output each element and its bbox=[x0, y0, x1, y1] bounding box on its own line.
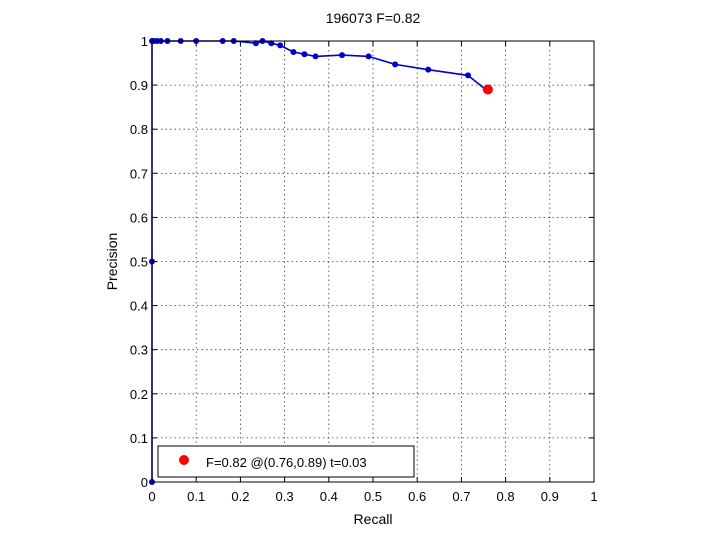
plot-frame bbox=[151, 40, 595, 483]
y-tick-label: 0.2 bbox=[130, 387, 148, 402]
y-tick-label: 0.5 bbox=[130, 255, 148, 270]
data-point bbox=[252, 40, 259, 47]
x-tick-label: 1 bbox=[590, 489, 597, 504]
data-point bbox=[465, 72, 472, 79]
x-tick-label: 0.5 bbox=[364, 489, 382, 504]
axis-ticks: 0 0.1 0.2 0.3 0.4 0.5 0.6 0.7 0.8 0.9 1 0 0.1 0.2 0.3 0… bbox=[130, 34, 598, 504]
x-axis-title: Recall bbox=[354, 511, 393, 527]
data-point bbox=[365, 53, 372, 60]
data-point bbox=[301, 51, 308, 58]
data-point bbox=[392, 61, 399, 68]
chart-title: 196073 F=0.82 bbox=[326, 10, 421, 26]
x-tick-label: 0 bbox=[148, 489, 155, 504]
x-tick-label: 0.8 bbox=[497, 489, 515, 504]
x-tick-label: 0.4 bbox=[320, 489, 338, 504]
y-tick-label: 0.4 bbox=[130, 299, 148, 314]
y-tick-label: 0.7 bbox=[130, 166, 148, 181]
legend-box bbox=[157, 445, 415, 478]
y-tick-label: 0.3 bbox=[130, 343, 148, 358]
y-tick-label: 0.9 bbox=[130, 78, 148, 93]
y-tick-label: 0.6 bbox=[130, 210, 148, 225]
best-f-point bbox=[482, 84, 493, 95]
y-tick-label: 0 bbox=[141, 475, 148, 490]
x-tick-label: 0.7 bbox=[452, 489, 470, 504]
data-point bbox=[290, 49, 297, 56]
x-tick-label: 0.6 bbox=[408, 489, 426, 504]
x-tick-label: 0.2 bbox=[231, 489, 249, 504]
x-tick-label: 0.3 bbox=[276, 489, 294, 504]
data-point bbox=[339, 52, 346, 59]
data-point bbox=[277, 42, 284, 49]
data-point bbox=[268, 40, 275, 47]
data-point bbox=[312, 53, 319, 60]
legend: F=0.82 @(0.76,0.89) t=0.03 bbox=[157, 445, 415, 478]
x-tick-label: 0.1 bbox=[187, 489, 205, 504]
y-tick-label: 0.8 bbox=[130, 122, 148, 137]
y-tick-label: 1 bbox=[141, 34, 148, 49]
data-point bbox=[425, 66, 432, 73]
y-tick-label: 0.1 bbox=[130, 431, 148, 446]
x-tick-label: 0.9 bbox=[541, 489, 559, 504]
y-axis-title: Precision bbox=[104, 233, 120, 291]
grid bbox=[152, 41, 594, 482]
legend-label: F=0.82 @(0.76,0.89) t=0.03 bbox=[206, 455, 367, 470]
legend-marker bbox=[179, 455, 189, 465]
